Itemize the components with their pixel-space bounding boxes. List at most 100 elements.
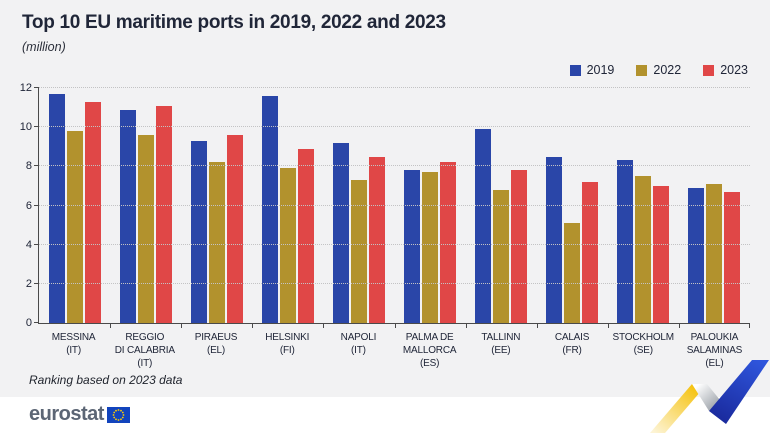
x-axis-tick (110, 324, 112, 328)
x-axis-label: PALMA DE MALLORCA (ES) (402, 332, 457, 369)
gridline (39, 87, 750, 88)
y-tick-label: 2 (25, 277, 32, 290)
bar-2022 (635, 176, 652, 323)
legend-item-2023: 2023 (703, 63, 748, 77)
y-tick-label: 4 (25, 238, 32, 251)
legend-swatch-icon (703, 64, 715, 76)
y-tick-label: 6 (25, 199, 32, 212)
gridline (39, 204, 750, 206)
x-axis-tick (607, 324, 609, 328)
bar-group (546, 88, 599, 323)
eu-flag-icon (106, 406, 130, 423)
bar-2023 (297, 148, 314, 323)
x-axis-label: PIRAEUS (EL) (194, 332, 238, 356)
bar-2019 (261, 95, 278, 323)
bar-2019 (546, 156, 563, 323)
x-axis-label: PALOUKIA SALAMINAS (EL) (686, 332, 743, 369)
gridline (39, 165, 750, 167)
bar-group (48, 88, 101, 323)
bar-2023 (368, 156, 385, 323)
x-axis-tick (181, 324, 183, 328)
bar-2023 (511, 170, 528, 323)
bar-2023 (84, 101, 101, 323)
x-axis-labels: MESSINA (IT) REGGIO DI CALABRIA (IT) PIRAE… (38, 331, 750, 370)
eurostat-wordmark: eurostat (29, 403, 104, 425)
footnote: Ranking based on 2023 data (29, 373, 183, 387)
x-axis-tick (536, 324, 538, 328)
x-axis-label: STOCKHOLM (SE) (612, 332, 675, 356)
chart-title: Top 10 EU maritime ports in 2019, 2022 a… (22, 12, 446, 33)
eurostat-logo: eurostat (29, 403, 130, 426)
bar-2019 (617, 160, 634, 323)
gridline (39, 243, 750, 245)
bar-group (404, 88, 457, 323)
bar-2022 (706, 183, 723, 323)
y-tick-label: 0 (25, 317, 32, 329)
bar-2022 (279, 168, 296, 323)
bar-2023 (653, 185, 670, 323)
bar-2019 (332, 142, 349, 323)
legend-item-2022: 2022 (636, 63, 681, 77)
legend-label: 2019 (586, 63, 615, 77)
legend-item-2019: 2019 (569, 63, 615, 77)
x-axis-label: REGGIO DI CALABRIA (IT) (114, 332, 175, 369)
plot-area: 0 2 4 6 8 10 12 (20, 82, 750, 329)
bar-group (261, 88, 314, 323)
legend-label: 2023 (720, 63, 748, 77)
bar-2022 (493, 189, 510, 323)
bar-2019 (404, 170, 421, 323)
x-axis-label: MESSINA (IT) (51, 332, 96, 356)
bar-2023 (226, 135, 243, 323)
y-axis-tick (34, 165, 39, 167)
bar-2019 (119, 109, 136, 323)
bar-2022 (137, 135, 154, 323)
y-tick-label: 8 (25, 160, 32, 173)
bar-group (190, 88, 243, 323)
decorative-zigzag-icon (650, 360, 769, 433)
y-tick-label: 12 (19, 82, 32, 94)
y-axis-tick (34, 204, 39, 206)
bar-2023 (582, 182, 599, 323)
bar-2022 (66, 131, 83, 323)
y-axis-tick (34, 243, 39, 245)
y-axis-tick (34, 126, 39, 128)
bar-group (475, 88, 528, 323)
bar-group (332, 88, 385, 323)
y-tick-label: 10 (19, 121, 32, 134)
y-axis-tick (34, 322, 39, 323)
bar-2019 (190, 140, 207, 323)
bar-group (688, 88, 741, 323)
x-axis-label: NAPOLI (IT) (340, 332, 377, 356)
legend-swatch-icon (636, 64, 648, 76)
legend: 2019 2022 2023 (569, 63, 748, 77)
footer-bar: eurostat (0, 397, 770, 433)
y-axis-tick (34, 87, 39, 88)
x-axis-tick (465, 324, 467, 328)
bar-2022 (422, 172, 439, 323)
gridline (39, 126, 750, 128)
x-axis-tick (394, 324, 396, 328)
bar-2019 (475, 129, 492, 323)
x-axis-tick (252, 324, 254, 328)
x-axis-tick (749, 324, 750, 328)
bar-2019 (48, 93, 65, 323)
x-axis-label: CALAIS (FR) (554, 332, 590, 356)
y-axis-tick (34, 282, 39, 284)
x-axis-tick (323, 324, 325, 328)
legend-swatch-icon (569, 64, 581, 76)
bar-2022 (564, 223, 581, 323)
bar-2022 (350, 180, 367, 323)
bar-groups-container (39, 88, 750, 323)
bar-group (119, 88, 172, 323)
x-axis-tick (678, 324, 680, 328)
x-axis-label: HELSINKI (FI) (265, 332, 310, 356)
x-axis-label: TALLINN (EE) (481, 332, 521, 356)
bar-2023 (724, 191, 741, 323)
bar-group (617, 88, 670, 323)
bar-2023 (155, 105, 172, 323)
chart-unit-subtitle: (million) (22, 40, 66, 54)
gridline (39, 282, 750, 284)
bar-2019 (688, 187, 705, 323)
legend-label: 2022 (653, 63, 682, 77)
